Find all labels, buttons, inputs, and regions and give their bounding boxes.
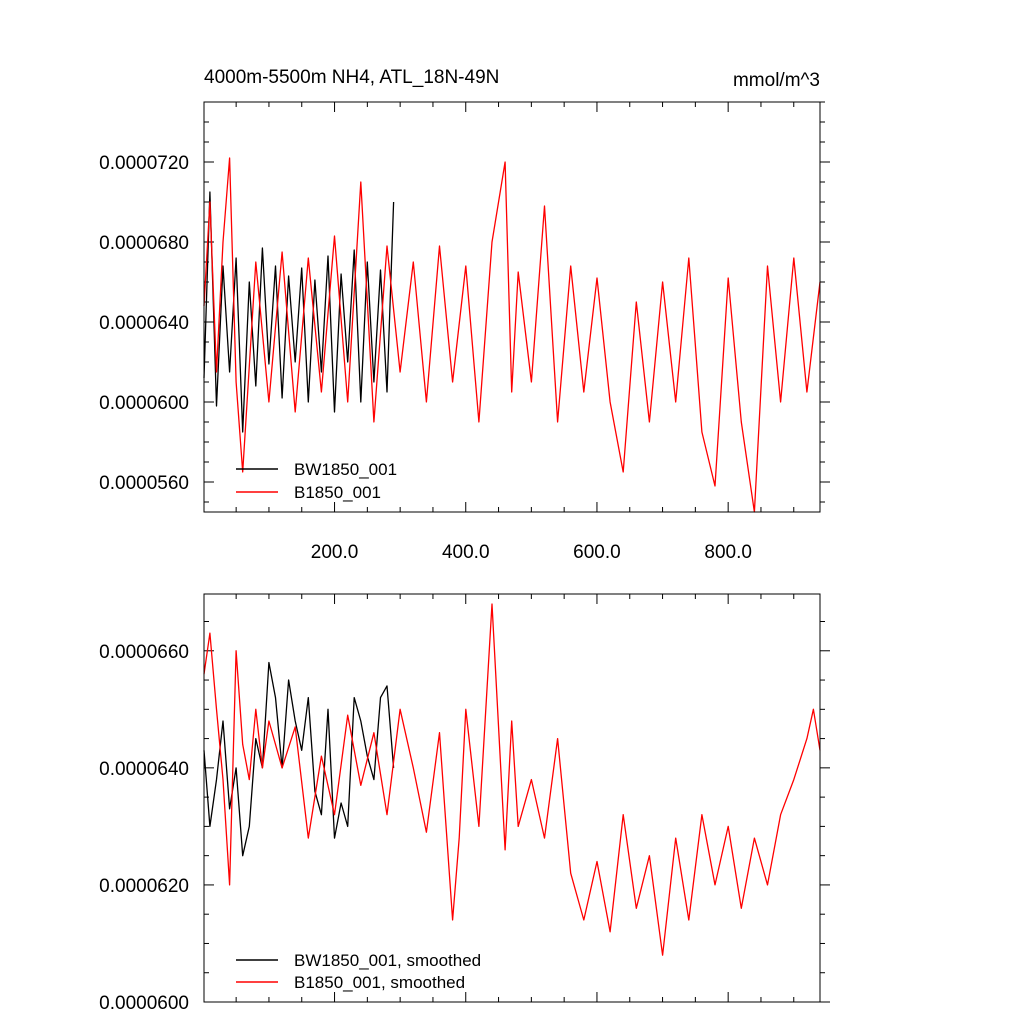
bottom-ticks: 0.0000600 0.0000620 0.0000640 0.0000660 [99,594,830,1014]
top-series-line-b1850 [203,157,821,513]
bottom-legend-label-b1850: B1850_001, smoothed [294,973,465,992]
top-legend-label-b1850: B1850_001 [294,483,381,502]
bottom-y-tick-label: 0.0000620 [99,876,189,897]
top-y-tick-label: 0.0000640 [99,313,189,334]
top-x-tick-label: 400.0 [442,542,490,563]
top-panel: 4000m-5500m NH4, ATL_18N-49N mmol/m^3 20… [99,67,830,563]
top-y-tick-label: 0.0000600 [99,393,189,414]
bottom-legend: BW1850_001, smoothed B1850_001, smoothed [236,951,481,992]
top-y-tick-label: 0.0000680 [99,233,189,254]
top-chart-units: mmol/m^3 [733,70,820,91]
bottom-series-line-bw1850 [203,661,395,857]
top-plot-frame [203,101,821,513]
top-x-tick-label: 800.0 [704,542,752,563]
top-x-tick-label: 200.0 [311,542,359,563]
top-legend-label-bw1850: BW1850_001 [294,460,397,479]
bottom-legend-label-bw1850: BW1850_001, smoothed [294,951,481,970]
bottom-y-tick-label: 0.0000660 [99,642,189,663]
bottom-series-line-b1850 [203,603,821,956]
top-y-tick-label: 0.0000560 [99,473,189,494]
bottom-panel: 0.0000600 0.0000620 0.0000640 0.0000660 BW1… [99,593,830,1014]
top-series [203,157,821,513]
top-legend: BW1850_001 B1850_001 [236,460,397,502]
top-x-tick-label: 600.0 [573,542,621,563]
bottom-plot-frame [203,593,821,1003]
top-ticks: 200.0 400.0 600.0 800.0 0.0000560 0.0000600 0.… [99,101,830,563]
top-chart-title: 4000m-5500m NH4, ATL_18N-49N [204,67,499,88]
bottom-y-tick-label: 0.0000600 [99,993,189,1014]
bottom-y-tick-label: 0.0000640 [99,759,189,780]
top-y-tick-label: 0.0000720 [99,153,189,174]
top-series-line-bw1850 [203,191,395,433]
bottom-series [203,603,821,956]
